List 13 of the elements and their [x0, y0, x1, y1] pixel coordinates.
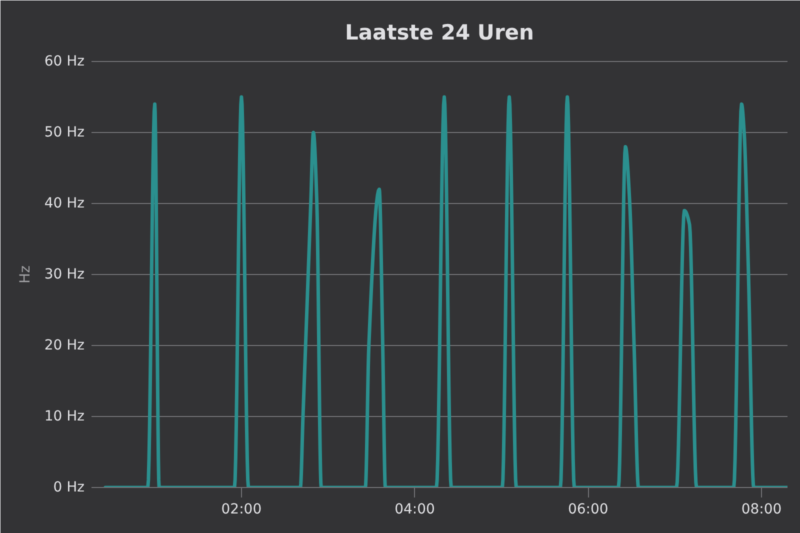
x-tick-label: 02:00: [221, 502, 262, 518]
y-tick-label: 50 Hz: [44, 124, 84, 140]
chart-title: Laatste 24 Uren: [345, 20, 534, 44]
y-tick-label: 40 Hz: [44, 196, 84, 212]
x-tick-label: 06:00: [568, 502, 608, 518]
y-tick-label: 60 Hz: [44, 54, 84, 70]
y-tick-label: 20 Hz: [44, 338, 84, 354]
x-tick-label: 08:00: [741, 502, 782, 518]
y-axis-title: Hz: [17, 266, 34, 284]
y-tick-label: 0 Hz: [53, 480, 84, 496]
y-tick-label: 10 Hz: [44, 408, 84, 424]
x-tick-label: 04:00: [394, 502, 435, 518]
y-tick-label: 30 Hz: [44, 266, 84, 282]
